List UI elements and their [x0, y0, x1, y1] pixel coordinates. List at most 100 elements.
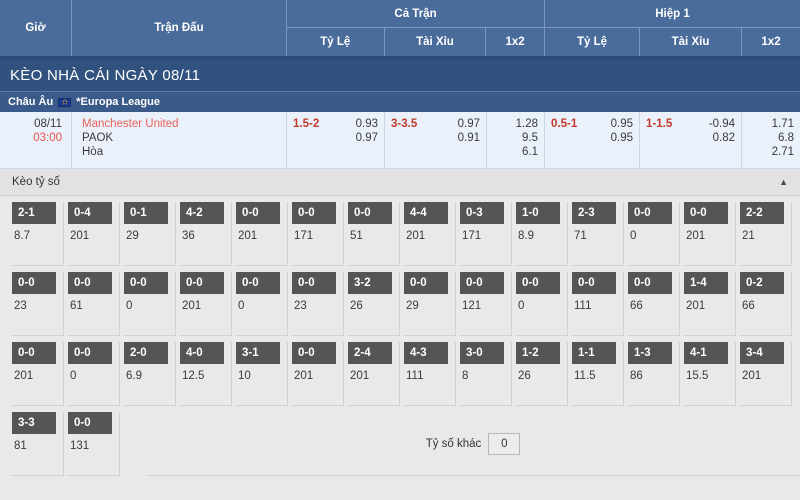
score-tile[interactable]: 0-0 111 — [572, 272, 624, 336]
ft-overunder-cell[interactable]: 3-3.5 0.97 0.91 — [385, 112, 487, 169]
score-tile-odds: 201 — [294, 370, 314, 382]
correct-score-label: Kèo tỷ số — [12, 176, 60, 188]
score-tile-score: 2-4 — [348, 342, 392, 364]
score-tile[interactable]: 0-0 66 — [628, 272, 680, 336]
score-tile[interactable]: 0-0 201 — [236, 202, 288, 266]
header-group-fulltime-title: Cả Trận — [287, 0, 544, 28]
score-tile[interactable]: 3-4 201 — [740, 342, 792, 406]
table-header: Giờ Trận Đấu Cả Trận Tỷ Lệ Tài Xỉu 1x2 H… — [0, 0, 800, 59]
score-tile-odds: 201 — [182, 300, 202, 312]
score-tile[interactable]: 2-4 201 — [348, 342, 400, 406]
score-tile[interactable]: 0-0 51 — [348, 202, 400, 266]
ft-1x2-odd-1[interactable]: 1.28 — [515, 118, 538, 130]
ft-overunder-odd-under[interactable]: 0.91 — [457, 132, 480, 144]
score-tile-odds: 23 — [294, 300, 307, 312]
score-tile[interactable]: 2-0 6.9 — [124, 342, 176, 406]
score-tile-odds: 51 — [350, 230, 363, 242]
score-tile-odds: 171 — [294, 230, 314, 242]
score-tile[interactable]: 0-0 23 — [12, 272, 64, 336]
score-tile-odds: 121 — [462, 300, 482, 312]
score-tile-score: 3-0 — [460, 342, 504, 364]
score-tile[interactable]: 0-0 201 — [684, 202, 736, 266]
h1-1x2-cell[interactable]: 1.71 6.8 2.71 — [742, 112, 800, 169]
team-home[interactable]: Manchester United — [82, 118, 179, 130]
score-tile[interactable]: 0-0 201 — [292, 342, 344, 406]
ft-handicap-line: 1.5-2 — [293, 118, 320, 130]
ft-handicap-cell[interactable]: 1.5-2 0.93 0.97 — [287, 112, 385, 169]
score-tile[interactable]: 3-3 81 — [12, 412, 64, 476]
score-tile[interactable]: 0-0 171 — [292, 202, 344, 266]
match-date: 08/11 — [34, 118, 62, 130]
score-tile[interactable]: 0-0 61 — [68, 272, 120, 336]
score-tile-odds: 201 — [742, 370, 762, 382]
score-tile-score: 2-2 — [740, 202, 784, 224]
score-tile[interactable]: 3-1 10 — [236, 342, 288, 406]
score-tile[interactable]: 4-2 36 — [180, 202, 232, 266]
h1-overunder-odd-over[interactable]: -0.94 — [708, 118, 735, 130]
league-bar[interactable]: Châu Âu *Europa League — [0, 91, 800, 112]
score-tile[interactable]: 4-0 12.5 — [180, 342, 232, 406]
score-tile[interactable]: 0-1 29 — [124, 202, 176, 266]
h1-1x2-odd-x[interactable]: 6.8 — [778, 132, 794, 144]
score-tile[interactable]: 0-0 0 — [236, 272, 288, 336]
score-tile[interactable]: 3-2 26 — [348, 272, 400, 336]
score-tile[interactable]: 2-1 8.7 — [12, 202, 64, 266]
h1-handicap-odd-away[interactable]: 0.95 — [610, 132, 633, 144]
score-tile-score: 0-0 — [236, 202, 280, 224]
score-tile[interactable]: 4-4 201 — [404, 202, 456, 266]
score-tile-score: 0-0 — [292, 342, 336, 364]
score-tile[interactable]: 1-4 201 — [684, 272, 736, 336]
score-tile[interactable]: 1-1 11.5 — [572, 342, 624, 406]
score-tile[interactable]: 0-0 121 — [460, 272, 512, 336]
h1-handicap-cell[interactable]: 0.5-1 0.95 0.95 — [545, 112, 640, 169]
score-tile-odds: 23 — [14, 300, 27, 312]
score-tile[interactable]: 0-0 131 — [68, 412, 120, 476]
score-tile[interactable]: 4-1 15.5 — [684, 342, 736, 406]
ft-1x2-cell[interactable]: 1.28 9.5 6.1 — [487, 112, 545, 169]
score-tile-odds: 26 — [518, 370, 531, 382]
score-tile-odds: 131 — [70, 440, 90, 452]
score-tile[interactable]: 0-3 171 — [460, 202, 512, 266]
header-group-firsthalf: Hiệp 1 Tỷ Lệ Tài Xỉu 1x2 — [545, 0, 800, 56]
h1-handicap-odd-home[interactable]: 0.95 — [610, 118, 633, 130]
score-tile-score: 4-1 — [684, 342, 728, 364]
score-tile-score: 1-3 — [628, 342, 672, 364]
match-kickoff-time: 03:00 — [33, 132, 62, 144]
score-tile[interactable]: 0-0 0 — [124, 272, 176, 336]
score-tile[interactable]: 0-0 201 — [180, 272, 232, 336]
score-tile-score: 1-4 — [684, 272, 728, 294]
team-away[interactable]: PAOK — [82, 132, 114, 144]
score-tile[interactable]: 0-4 201 — [68, 202, 120, 266]
chevron-up-icon[interactable]: ▲ — [779, 176, 788, 187]
score-tile[interactable]: 2-3 71 — [572, 202, 624, 266]
ft-handicap-odd-home[interactable]: 0.93 — [355, 118, 378, 130]
score-tile[interactable]: 0-0 201 — [12, 342, 64, 406]
score-tile[interactable]: 0-2 66 — [740, 272, 792, 336]
ft-handicap-odd-away[interactable]: 0.97 — [355, 132, 378, 144]
table-row[interactable]: 08/11 03:00 Manchester United PAOK Hòa 1… — [0, 112, 800, 169]
score-tile[interactable]: 0-0 0 — [68, 342, 120, 406]
score-tile[interactable]: 2-2 21 — [740, 202, 792, 266]
h1-1x2-odd-2[interactable]: 2.71 — [771, 146, 794, 158]
ft-overunder-odd-over[interactable]: 0.97 — [457, 118, 480, 130]
score-tile[interactable]: 1-2 26 — [516, 342, 568, 406]
h1-overunder-odd-under[interactable]: 0.82 — [712, 132, 735, 144]
ft-1x2-odd-2[interactable]: 6.1 — [522, 146, 538, 158]
score-tile[interactable]: 4-3 111 — [404, 342, 456, 406]
score-tile-score: 4-4 — [404, 202, 448, 224]
score-tile[interactable]: 3-0 8 — [460, 342, 512, 406]
score-tile[interactable]: 0-0 23 — [292, 272, 344, 336]
score-tile[interactable]: 1-3 86 — [628, 342, 680, 406]
ft-1x2-odd-x[interactable]: 9.5 — [522, 132, 538, 144]
correct-score-section-header[interactable]: Kèo tỷ số ▲ — [0, 169, 800, 196]
score-tile-score: 0-0 — [12, 272, 56, 294]
h1-overunder-cell[interactable]: 1-1.5 -0.94 0.82 — [640, 112, 742, 169]
other-score-value[interactable]: 0 — [488, 432, 521, 455]
score-tile[interactable]: 0-0 0 — [516, 272, 568, 336]
score-tile[interactable]: 1-0 8.9 — [516, 202, 568, 266]
score-tile[interactable]: 0-0 29 — [404, 272, 456, 336]
score-tile[interactable]: 0-0 0 — [628, 202, 680, 266]
h1-1x2-odd-1[interactable]: 1.71 — [771, 118, 794, 130]
score-tile-odds: 29 — [126, 230, 139, 242]
score-tile-score: 4-3 — [404, 342, 448, 364]
